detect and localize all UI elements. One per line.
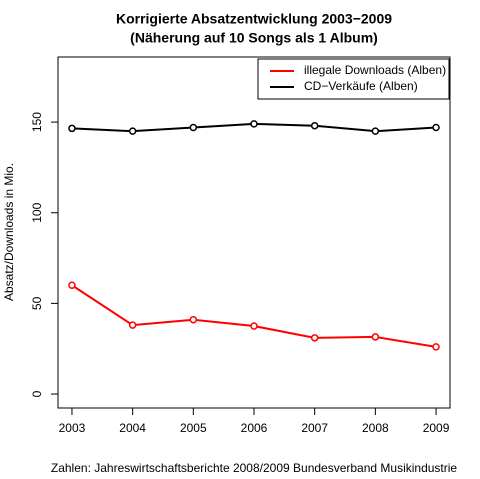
y-axis-label: Absatz/Downloads in Mio. bbox=[2, 163, 16, 301]
point bbox=[128, 321, 137, 329]
x-tick-label: 2006 bbox=[241, 421, 268, 435]
legend-label: CD−Verkäufe (Alben) bbox=[304, 79, 418, 93]
point bbox=[250, 120, 258, 128]
point bbox=[128, 127, 137, 135]
chart-title: Korrigierte Absatzentwicklung 2003−2009 bbox=[116, 11, 392, 27]
series-line bbox=[71, 284, 437, 348]
point bbox=[371, 127, 380, 135]
legend-label: illegale Downloads (Alben) bbox=[304, 63, 446, 77]
legend-box bbox=[257, 58, 450, 100]
point bbox=[310, 121, 319, 130]
x-tick-label: 2004 bbox=[119, 421, 146, 435]
point bbox=[250, 322, 258, 330]
point bbox=[189, 315, 198, 324]
y-tick-label: 0 bbox=[30, 390, 44, 397]
y-tick-label: 100 bbox=[30, 202, 44, 222]
point bbox=[68, 281, 76, 290]
point bbox=[310, 334, 319, 342]
x-tick-label: 2007 bbox=[301, 421, 328, 435]
point bbox=[432, 123, 440, 132]
y-tick-label: 150 bbox=[30, 112, 44, 132]
plot-frame bbox=[57, 56, 451, 409]
x-tick-label: 2005 bbox=[180, 421, 207, 435]
chart-subtitle: (Näherung auf 10 Songs als 1 Album) bbox=[130, 30, 378, 46]
point bbox=[189, 123, 198, 132]
footnote: Zahlen: Jahreswirtschaftsberichte 2008/2… bbox=[51, 461, 458, 475]
point bbox=[432, 343, 440, 351]
x-tick-label: 2003 bbox=[59, 421, 86, 435]
x-tick-label: 2008 bbox=[362, 421, 389, 435]
point bbox=[68, 124, 76, 133]
x-tick-label: 2009 bbox=[423, 421, 450, 435]
y-tick-label: 50 bbox=[30, 296, 44, 310]
point bbox=[371, 333, 380, 341]
